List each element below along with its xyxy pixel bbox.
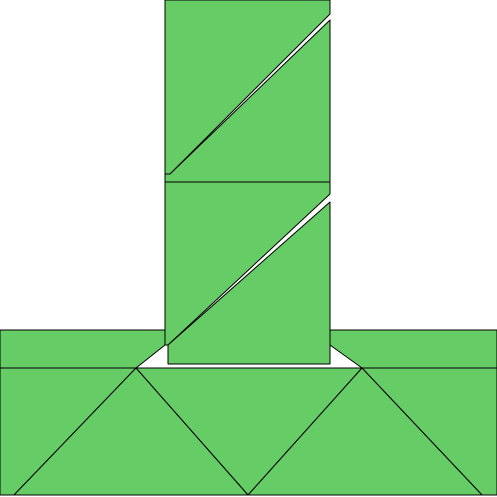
square-top-right-triangle	[164, 19, 331, 183]
square-middle-left-triangle	[164, 181, 331, 346]
base-inner-right-triangle	[247, 367, 483, 496]
base-inner-left-triangle	[13, 367, 249, 496]
base-left-panel	[0, 329, 166, 369]
base-right-panel	[329, 329, 497, 369]
square-top-left-triangle	[164, 0, 331, 175]
square-middle-right-triangle	[167, 201, 331, 365]
